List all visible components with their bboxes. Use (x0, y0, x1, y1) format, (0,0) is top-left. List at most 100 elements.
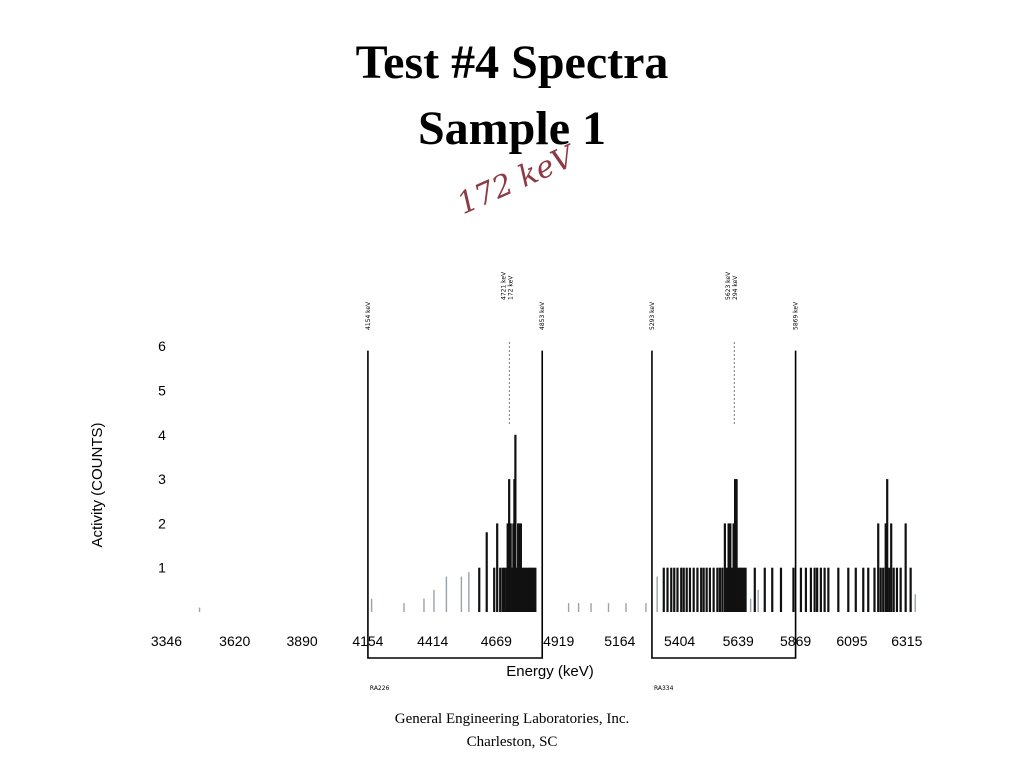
spectrum-bar (680, 567, 683, 612)
spectrum-bar (656, 576, 658, 612)
y-axis-label: Activity (COUNTS) (89, 423, 106, 548)
spectrum-bar (771, 567, 774, 612)
spectrum-bar (517, 523, 520, 612)
footer-company: General Engineering Laboratories, Inc. (394, 711, 630, 727)
spectrum-bar (670, 567, 673, 612)
spectrum-bar (524, 567, 527, 612)
spectrum-bar (753, 567, 756, 612)
spectrum-bar (518, 523, 521, 612)
spectrum-bar (732, 523, 735, 612)
spectrum-bar (532, 567, 535, 612)
spectrum-bar (501, 567, 504, 612)
spectrum-bar (723, 523, 726, 612)
spectrum-bar (688, 567, 692, 612)
slide-subtitle: Sample 1 (417, 102, 606, 155)
x-tick-label: 4154 (352, 633, 383, 649)
spectrum-bar (721, 567, 724, 612)
spectrum-bar (702, 567, 705, 612)
roi-start-label: 4154 keV (365, 301, 372, 330)
spectrum-bar (692, 567, 695, 612)
spectrum-bar (890, 523, 893, 612)
roi-start-label: 5293 keV (649, 301, 656, 330)
bar-layer (198, 434, 916, 612)
peak-gamma-label: 172 keV (507, 275, 514, 300)
marker-layer: 4721 keV 172 keV 5623 keV 294 keV (500, 271, 739, 426)
x-tick-label: 5164 (604, 633, 635, 649)
spectrum-bar (567, 603, 570, 612)
spectrum-bar (813, 567, 816, 612)
spectrum-bar (804, 567, 808, 612)
spectrum-bar (873, 567, 876, 612)
roi-box (651, 350, 797, 659)
spectrum-bar (676, 567, 679, 612)
spectrum-bar (749, 598, 752, 612)
spectrum-bar (625, 603, 627, 612)
x-tick-label: 5639 (723, 633, 754, 649)
x-tick-label: 4669 (481, 633, 512, 649)
x-tick-label: 4414 (417, 633, 448, 649)
spectrum-bar (725, 567, 728, 612)
spectrum-bar (700, 567, 703, 612)
spectrum-bar (867, 567, 870, 612)
spectrum-bar (198, 607, 201, 612)
spectrum-bar (735, 479, 738, 612)
spectrum-bar (508, 479, 511, 612)
x-tick-label: 6095 (836, 633, 867, 649)
spectrum-bar (370, 598, 373, 612)
x-tick-label: 4919 (543, 633, 574, 649)
spectrum-bar (523, 567, 526, 612)
spectrum-bar (514, 434, 517, 612)
spectrum-bar (739, 567, 743, 612)
spectrum-bar (521, 567, 524, 612)
spectrum-bar (738, 567, 741, 612)
spectrum-bar (493, 567, 496, 612)
spectrum-bar (809, 567, 812, 612)
spectrum-bar (534, 567, 537, 612)
roi-layer: 4154 keV 4853 keV RA226 5293 keV 5869 keV RA3… (365, 301, 800, 692)
spectrum-bar (757, 589, 759, 612)
x-axis-label: Energy (keV) (506, 663, 594, 680)
peak-energy-label: 4721 keV (500, 271, 507, 300)
spectrum-bar (733, 479, 737, 612)
y-tick-label: 1 (158, 560, 166, 576)
tick-layer: 1 2 3 4 5 6 3346 3620 3890 4154 4414 4669 4919 5164 54… (151, 338, 923, 649)
spectrum-bar (510, 567, 513, 612)
spectrum-bar (729, 523, 732, 612)
spectrum-bar (882, 567, 885, 612)
spectrum-bar (519, 523, 522, 612)
spectrum-bar (847, 567, 850, 612)
spectrum-bar (531, 567, 534, 612)
spectrum-bar (727, 523, 730, 612)
spectrum-bar (515, 567, 518, 612)
slide-title: Test #4 Spectra (355, 36, 669, 89)
roi-end-label: 5869 keV (793, 301, 800, 330)
spectrum-bar (478, 567, 481, 612)
roi-end-label: 4853 keV (539, 301, 546, 330)
spectrum-bar (819, 567, 822, 612)
spectrum-bar (577, 603, 580, 612)
spectrum-bar (837, 567, 840, 612)
x-tick-label: 3346 (151, 633, 182, 649)
x-tick-label: 5869 (780, 633, 811, 649)
spectrum-bar (909, 567, 912, 612)
spectrum-bar (662, 567, 665, 612)
spectrum-bar (736, 567, 740, 612)
roi-nuclide-label: RA226 (370, 685, 390, 692)
spectrum-bar (403, 603, 405, 612)
spectrum-bar (705, 567, 708, 612)
spectrum-bar (506, 523, 509, 612)
spectrum-bar (854, 567, 857, 612)
spectrum-bar (529, 567, 532, 612)
spectrum-bar (888, 567, 891, 612)
spectrum-bar (526, 567, 529, 612)
x-tick-label: 5404 (664, 633, 695, 649)
y-tick-label: 4 (158, 427, 166, 443)
spectrum-bar (779, 567, 783, 612)
spectrum-bar (503, 567, 506, 612)
x-tick-label: 3620 (219, 633, 250, 649)
roi-box (367, 350, 544, 659)
y-tick-label: 2 (158, 515, 166, 531)
spectrum-bar (892, 567, 895, 612)
spectrum-bar (645, 603, 647, 612)
spectrum-bar (879, 567, 882, 612)
